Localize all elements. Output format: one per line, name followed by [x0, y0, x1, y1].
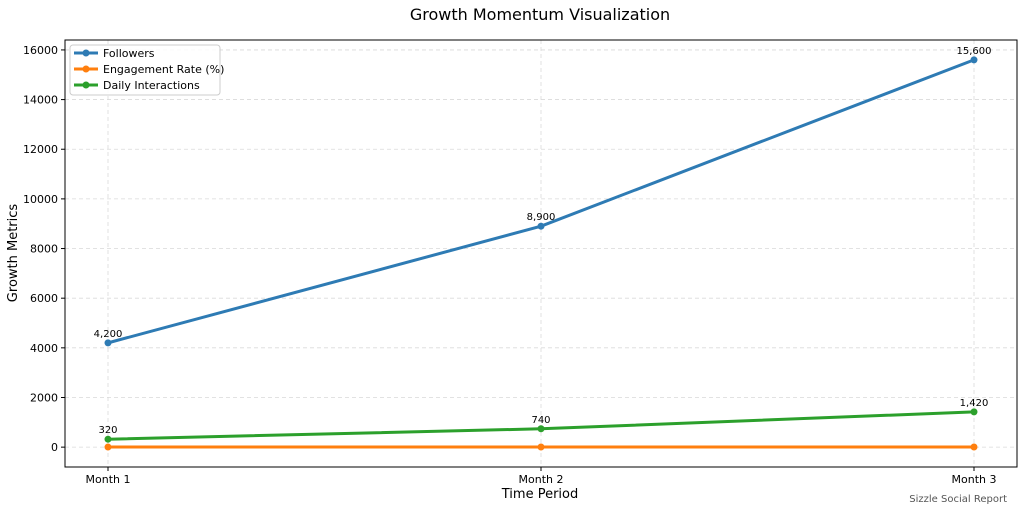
x-tick-label: Month 3	[952, 473, 997, 486]
data-point	[537, 425, 545, 433]
series-2: 320 740 1,420	[98, 398, 988, 443]
series-layer: 4,200 8,900 15,600 320 740 1,420	[94, 46, 992, 451]
legend-entry: Daily Interactions	[74, 79, 200, 92]
data-point	[970, 56, 978, 64]
data-label: 1,420	[960, 398, 989, 409]
x-tick-label: Month 1	[86, 473, 131, 486]
legend-swatch-marker	[82, 49, 90, 57]
data-point	[970, 408, 978, 416]
legend-label: Followers	[103, 47, 155, 60]
footnote: Sizzle Social Report	[909, 494, 1007, 505]
y-tick-label: 8000	[30, 243, 58, 256]
y-tick-label: 4000	[30, 342, 58, 355]
x-axis-label: Time Period	[501, 487, 578, 502]
y-tick-label: 14000	[23, 94, 58, 107]
data-point	[104, 339, 112, 347]
series-0: 4,200 8,900 15,600	[94, 46, 992, 347]
data-label: 320	[98, 425, 117, 436]
data-point	[104, 443, 112, 451]
legend-swatch-marker	[82, 65, 90, 73]
y-tick-label: 6000	[30, 292, 58, 305]
legend: Followers Engagement Rate (%) Daily Intera…	[69, 44, 224, 96]
data-label: 15,600	[957, 46, 992, 57]
y-tick-label: 16000	[23, 44, 58, 57]
chart-title: Growth Momentum Visualization	[410, 5, 670, 24]
legend-entry: Engagement Rate (%)	[74, 63, 224, 76]
legend-entry: Followers	[74, 47, 155, 60]
data-label: 4,200	[94, 329, 123, 340]
data-point	[537, 443, 545, 451]
y-axis-ticks: 0 2000 4000 6000 8000 10000 12000 14000 16000	[23, 44, 65, 454]
series-1	[104, 443, 978, 451]
legend-box	[69, 44, 221, 96]
legend-swatch-marker	[82, 81, 90, 89]
legend-label: Engagement Rate (%)	[103, 63, 224, 76]
grid	[65, 40, 1017, 467]
y-tick-label: 0	[51, 441, 58, 454]
data-point	[970, 443, 978, 451]
data-point	[104, 435, 112, 443]
y-axis-label: Growth Metrics	[6, 204, 21, 303]
data-point	[537, 222, 545, 230]
y-tick-label: 10000	[23, 193, 58, 206]
data-label: 8,900	[527, 212, 556, 223]
data-label: 740	[531, 415, 550, 426]
y-tick-label: 2000	[30, 391, 58, 404]
y-tick-label: 12000	[23, 143, 58, 156]
x-tick-label: Month 2	[519, 473, 564, 486]
x-axis-ticks: Month 1 Month 2 Month 3	[86, 467, 997, 486]
legend-label: Daily Interactions	[103, 79, 200, 92]
